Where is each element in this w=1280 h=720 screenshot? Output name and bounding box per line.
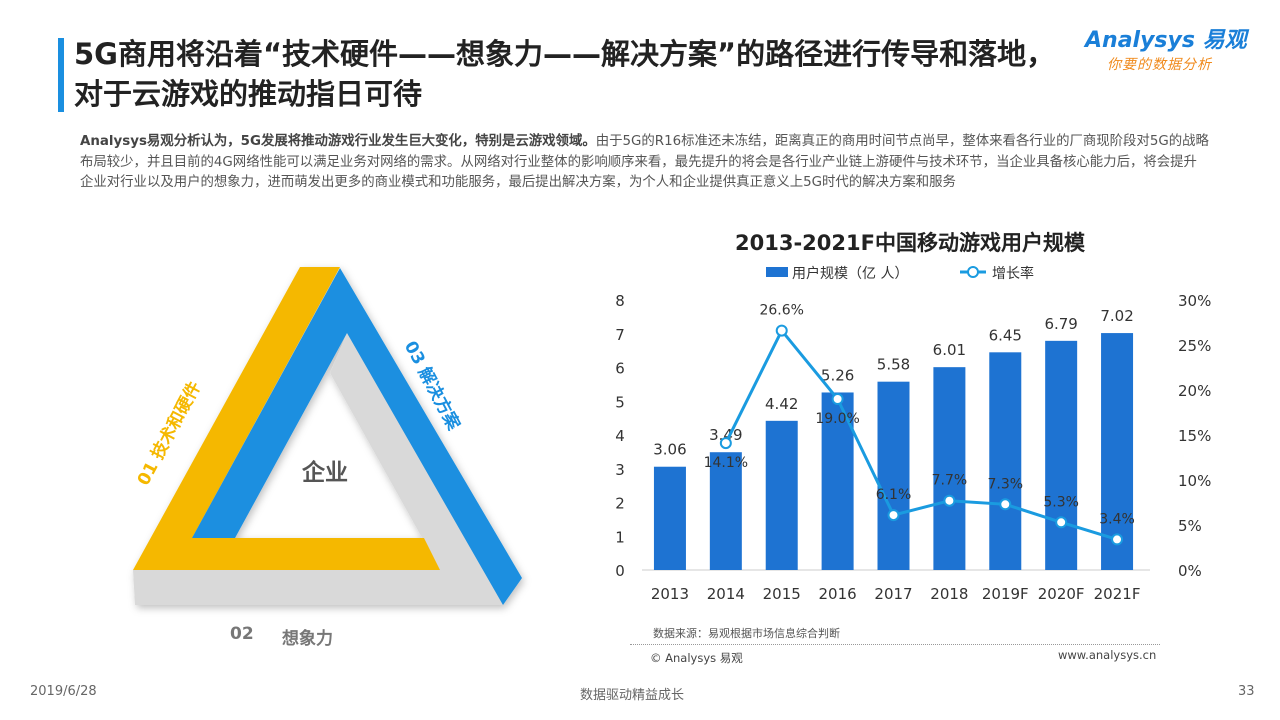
y-left-tick: 4 <box>615 427 625 445</box>
bar <box>877 381 910 570</box>
y-left-tick: 6 <box>615 360 625 378</box>
x-tick-label: 2018 <box>930 585 968 603</box>
y-right-tick: 30% <box>1178 292 1211 310</box>
analysis-paragraph: Analysys易观分析认为，5G发展将推动游戏行业发生巨大变化，特别是云游戏领… <box>80 132 1210 194</box>
x-tick-label: 2013 <box>651 585 689 603</box>
bar <box>765 420 798 570</box>
chart-source: 数据来源：易观根据市场信息综合判断 <box>653 627 840 640</box>
bar <box>989 352 1022 570</box>
triangle-side-technology <box>133 267 440 570</box>
triangle-side-solution <box>192 268 522 605</box>
x-tick-label: 2017 <box>874 585 912 603</box>
bar-value-label: 6.79 <box>1044 315 1077 333</box>
bar-value-label: 5.26 <box>821 366 854 384</box>
y-left-tick: 7 <box>615 326 625 344</box>
legend-line-label: 增长率 <box>992 265 1034 282</box>
bar-value-label: 4.42 <box>765 395 798 413</box>
y-right-tick: 10% <box>1178 472 1211 490</box>
bar-value-label: 3.49 <box>709 426 742 444</box>
y-left-tick: 0 <box>615 562 625 580</box>
page-title: 5G商用将沿着“技术硬件——想象力——解决方案”的路径进行传导和落地，对于云游戏… <box>74 37 1056 111</box>
bar-value-label: 3.06 <box>653 441 686 459</box>
page-number: 33 <box>1238 684 1255 699</box>
growth-value-label: 14.1% <box>704 455 748 471</box>
growth-point <box>831 393 844 405</box>
legend-bar-label: 用户规模（亿 人） <box>792 265 908 282</box>
x-tick-label: 2019F <box>982 585 1029 603</box>
bar <box>933 367 966 570</box>
triangle-center-label: 企业 <box>302 460 348 486</box>
x-tick-label: 2021F <box>1094 585 1141 603</box>
growth-value-label: 26.6% <box>759 303 803 319</box>
growth-point <box>1111 533 1124 546</box>
growth-value-label: 7.3% <box>987 476 1023 492</box>
bar <box>709 452 742 570</box>
y-right-tick: 5% <box>1178 517 1202 535</box>
chart-website[interactable]: www.analysys.cn <box>1058 648 1157 662</box>
mobile-game-users-chart: 2013-2021F中国移动游戏用户规模 用户规模（亿 人） 增长率 0 1 2 3 4… <box>615 231 1211 603</box>
x-tick-label: 2016 <box>819 585 857 603</box>
triangle-label-imagination: 想象力 <box>282 629 333 649</box>
x-tick-label: 2020F <box>1038 585 1085 603</box>
analysys-logo: Analysys 易观 你要的数据分析 <box>1085 22 1247 74</box>
title-accent-bar <box>58 38 64 112</box>
legend-bar-swatch <box>766 267 788 277</box>
bar-value-label: 6.01 <box>933 341 966 359</box>
growth-value-label: 6.1% <box>876 487 912 503</box>
y-right-tick: 20% <box>1178 382 1211 400</box>
chart-copyright: © Analysys 易观 <box>650 651 743 665</box>
x-tick-label: 2014 <box>707 585 745 603</box>
y-left-tick: 8 <box>615 292 625 310</box>
bar <box>1045 340 1078 570</box>
growth-value-label: 3.4% <box>1099 511 1135 527</box>
paragraph-text: 由于5G的R16标准还未冻结，距离真正的商用时间节点尚早，整体来看各行业的厂商现… <box>80 134 1209 190</box>
bar <box>653 466 686 570</box>
bar-value-label: 7.02 <box>1100 307 1133 325</box>
y-left-tick: 5 <box>615 393 625 411</box>
triangle-label-imagination-number: 02 <box>230 624 254 644</box>
growth-point <box>999 498 1012 511</box>
chart-divider <box>630 644 1160 645</box>
logo-brand: Analysys 易观 <box>1085 28 1247 53</box>
penrose-triangle-diagram <box>133 267 522 605</box>
growth-point <box>719 437 732 450</box>
growth-point <box>1055 516 1068 529</box>
growth-point <box>943 494 956 507</box>
paragraph-lead: Analysys易观分析认为，5G发展将推动游戏行业发生巨大变化，特别是云游戏领… <box>80 134 596 149</box>
legend-line-marker <box>967 266 979 278</box>
footer-slogan: 数据驱动精益成长 <box>580 688 685 703</box>
growth-value-label: 7.7% <box>932 473 968 489</box>
y-left-tick: 3 <box>615 461 625 479</box>
chart-title: 2013-2021F中国移动游戏用户规模 <box>735 231 1086 255</box>
y-right-tick: 0% <box>1178 562 1202 580</box>
growth-value-label: 5.3% <box>1043 494 1079 510</box>
growth-value-label: 19.0% <box>815 411 859 427</box>
logo-slogan: 你要的数据分析 <box>1107 57 1212 73</box>
growth-point <box>887 509 900 522</box>
footer-date: 2019/6/28 <box>30 684 97 699</box>
y-right-tick: 15% <box>1178 427 1211 445</box>
y-left-tick: 2 <box>615 495 625 513</box>
growth-point <box>775 324 788 337</box>
triangle-side-imagination <box>133 333 503 605</box>
bar-value-label: 6.45 <box>989 326 1022 344</box>
growth-line <box>724 327 1118 541</box>
bar-value-label: 5.58 <box>877 356 910 374</box>
y-right-tick: 25% <box>1178 337 1211 355</box>
bar <box>1101 333 1134 570</box>
y-left-tick: 1 <box>615 528 625 546</box>
x-tick-label: 2015 <box>763 585 801 603</box>
